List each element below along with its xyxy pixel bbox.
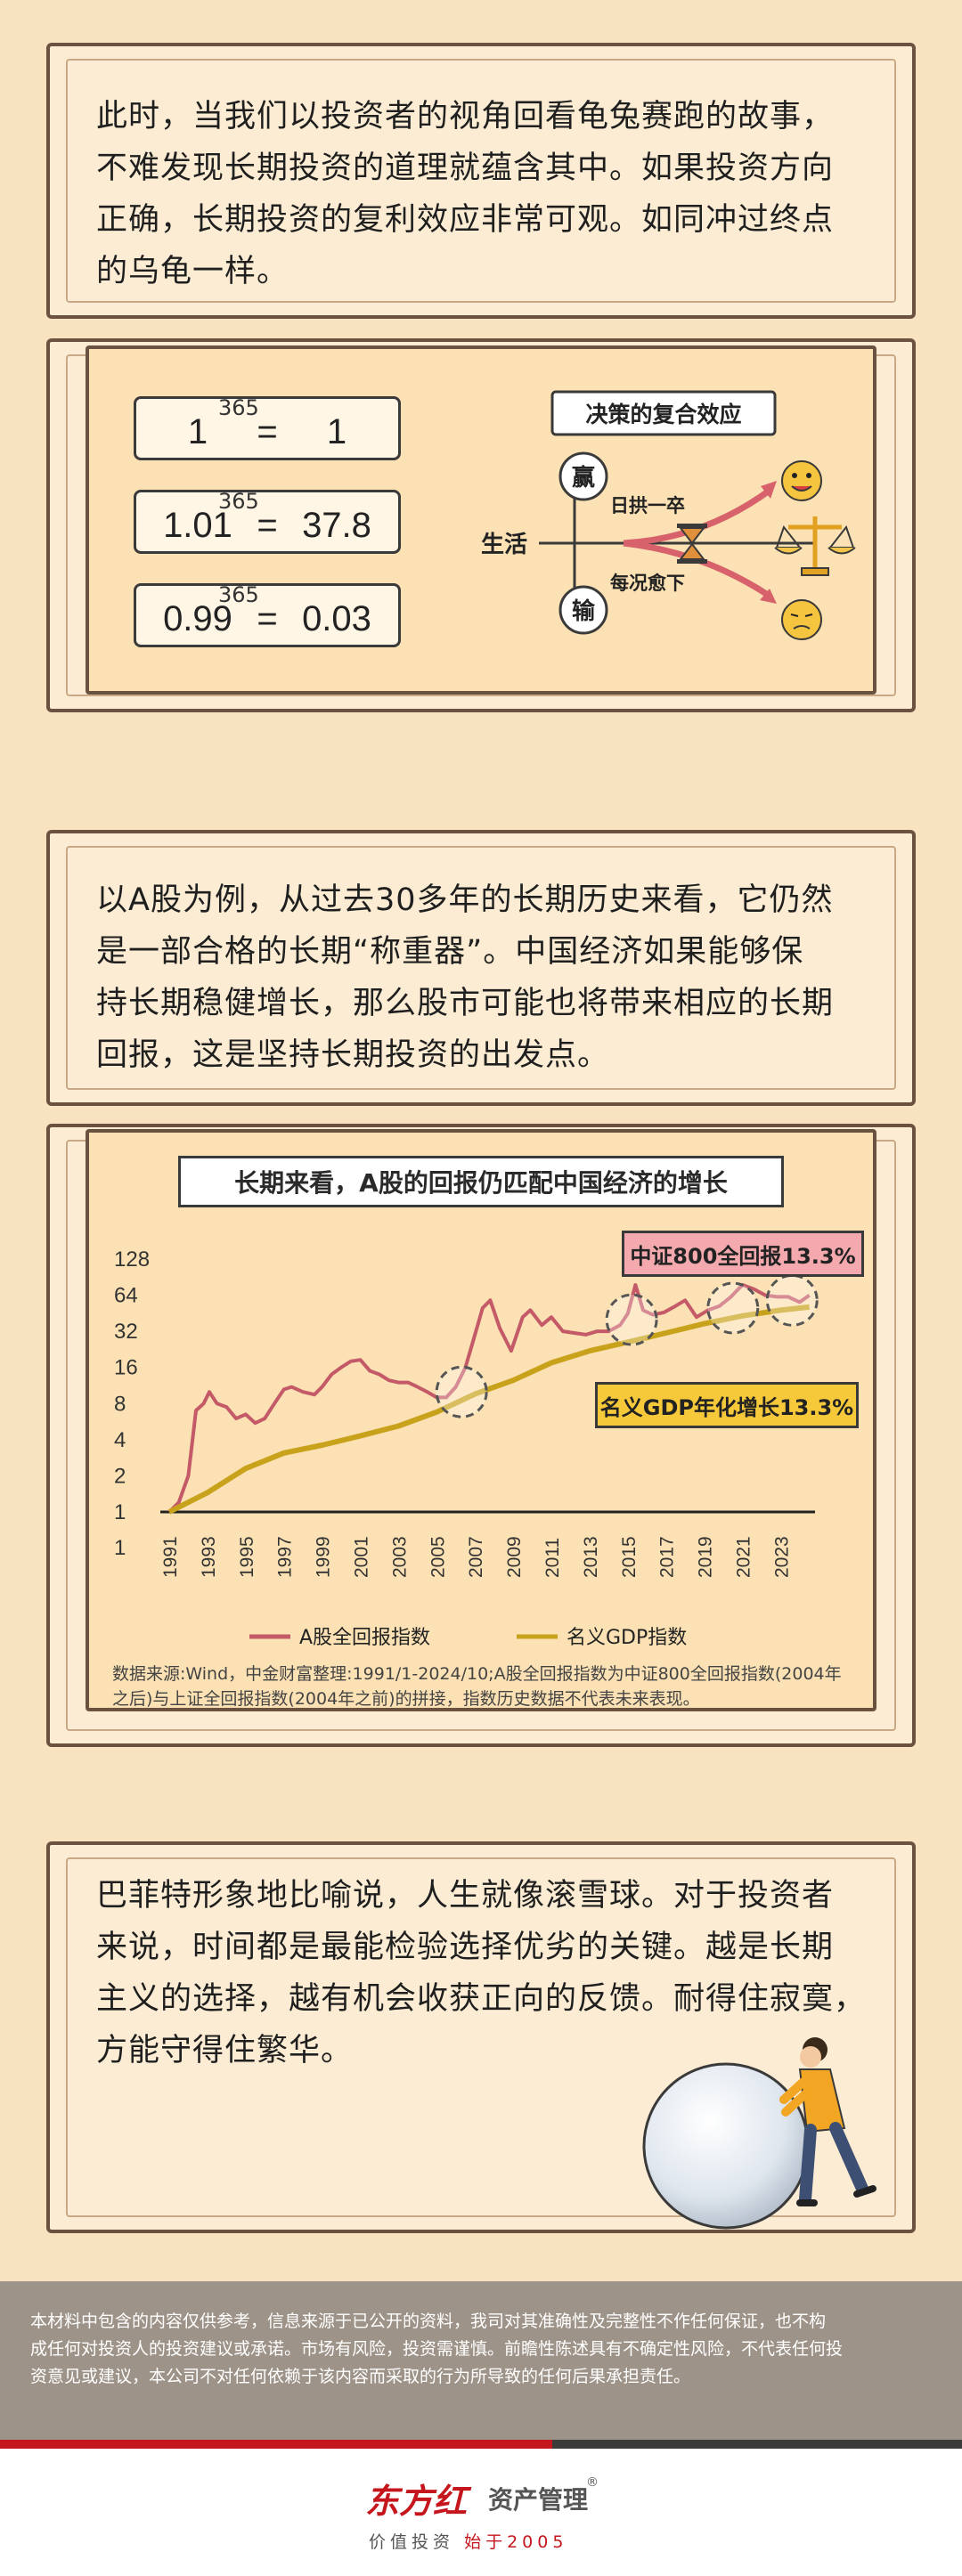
formula-result: 37.8 xyxy=(302,506,371,545)
section2-line: 是一部合格的长期“称重器”。中国经济如果能够保 xyxy=(96,934,804,970)
highlight-circle xyxy=(706,1281,760,1335)
slogan-part-a: 价值投资 xyxy=(369,2532,455,2552)
x-tick-label: 1993 xyxy=(199,1536,219,1578)
legend-label: A股全回报指数 xyxy=(299,1627,430,1649)
x-tick-label: 2015 xyxy=(619,1536,640,1578)
y-tick-label: 64 xyxy=(114,1284,138,1308)
formula-base: 1 xyxy=(187,412,208,451)
chart-title: 长期来看，A股的回报仍匹配中国经济的增长 xyxy=(178,1156,784,1207)
y-tick-label: 32 xyxy=(114,1320,138,1344)
section1-line: 不难发现长期投资的道理就蕴含其中。如果投资方向 xyxy=(96,150,835,186)
decision-title: 决策的复合效应 xyxy=(585,402,741,427)
slogan-part-b: 始于2005 xyxy=(464,2532,568,2552)
y-tick-label: 128 xyxy=(114,1247,150,1272)
section3-paragraph: 巴菲特形象地比喻说，人生就像滚雪球。对于投资者 来说，时间都是最能检验选择优劣的… xyxy=(96,1870,866,2076)
formula-base: 1.01 xyxy=(163,506,232,545)
win-label: 赢 xyxy=(572,464,595,492)
chart-source-note: 数据来源:Wind，中金财富整理:1991/1-2024/10;A股全回报指数为… xyxy=(112,1662,878,1711)
section1-line: 此时，当我们以投资者的视角回看龟兔赛跑的故事， xyxy=(96,99,835,134)
formula-2: 365 1.01 = 37.8 xyxy=(134,489,401,554)
formula-3: 365 0.99 = 0.03 xyxy=(134,582,401,647)
y-tick-label: 1 xyxy=(114,1500,126,1524)
disclaimer-line: 本材料中包含的内容仅供参考，信息来源于已公开的资料，我司对其准确性及完整性不作任… xyxy=(30,2312,827,2331)
person-pushing-snowball-icon xyxy=(642,2037,876,2230)
x-tick-label: 2009 xyxy=(504,1536,525,1578)
x-tick-label: 2007 xyxy=(466,1536,486,1578)
x-tick-label: 2013 xyxy=(581,1536,601,1578)
note-line: 数据来源:Wind，中金财富整理:1991/1-2024/10;A股全回报指数为… xyxy=(112,1664,842,1684)
footer-red-bar xyxy=(0,2440,552,2449)
highlight-circle xyxy=(765,1273,819,1327)
hourglass-icon xyxy=(677,524,707,564)
y-tick-label: 8 xyxy=(114,1392,126,1416)
disclaimer: 本材料中包含的内容仅供参考，信息来源于已公开的资料，我司对其准确性及完整性不作任… xyxy=(0,2281,962,2440)
up-label: 日拱一卒 xyxy=(610,495,685,516)
registered-mark: ® xyxy=(586,2475,599,2490)
section1-line: 正确，长期投资的复利效应非常可观。如同冲过终点 xyxy=(96,202,835,238)
x-tick-label: 2019 xyxy=(696,1536,716,1578)
section2-line: 回报，这是坚持长期投资的出发点。 xyxy=(96,1037,610,1073)
section2-line: 持长期稳健增长，那么股市可能也将带来相应的长期 xyxy=(96,986,835,1021)
x-tick-label: 1997 xyxy=(275,1536,296,1578)
x-tick-label: 2003 xyxy=(389,1536,410,1578)
x-tick-label: 2023 xyxy=(771,1536,792,1578)
brand-slogan: 价值投资 始于2005 xyxy=(369,2529,567,2553)
section2-line: 以A股为例，从过去30多年的长期历史来看，它仍然 xyxy=(96,882,834,918)
down-label: 每况愈下 xyxy=(610,573,685,594)
formula-sign: = xyxy=(257,506,278,545)
section3-line: 来说，时间都是最能检验选择优劣的关键。越是长期 xyxy=(96,1930,835,1965)
y-tick-label: 16 xyxy=(114,1356,138,1380)
happy-face-icon xyxy=(781,460,822,501)
formula-result: 1 xyxy=(326,412,347,451)
section3-line: 巴菲特形象地比喻说，人生就像滚雪球。对于投资者 xyxy=(96,1878,835,1914)
decision-diagram: 决策的复合效应 生活 赢 输 日拱一卒 每况愈下 xyxy=(481,390,856,640)
formula-result: 0.03 xyxy=(302,599,371,638)
section1-line: 的乌龟一样。 xyxy=(96,254,289,289)
gdp-index-line xyxy=(167,1304,810,1515)
formula-exponent: 365 xyxy=(218,489,259,514)
disclaimer-line: 资意见或建议，本公司不对任何依赖于该内容而采取的行为所导致的任何后果承担责任。 xyxy=(30,2367,691,2386)
balance-scale-icon xyxy=(774,516,856,576)
section3-line: 主义的选择，越有机会收获正向的反馈。耐得住寂寞， xyxy=(96,1981,867,2017)
section3-line: 方能守得住繁华。 xyxy=(96,2033,354,2068)
note-line: 之后)与上证全回报指数(2004年之前)的拼接，指数历史数据不代表未来表现。 xyxy=(112,1689,700,1709)
x-tick-label: 2005 xyxy=(428,1536,448,1578)
stock-index-line xyxy=(167,1283,811,1514)
x-tick-label: 1995 xyxy=(237,1536,257,1578)
x-tick-label: 2011 xyxy=(542,1538,563,1578)
formula-sign: = xyxy=(257,412,278,451)
brand-logo-gray: 资产管理 xyxy=(488,2485,589,2515)
x-tick-label: 2017 xyxy=(657,1536,678,1578)
disclaimer-line: 成任何对投资人的投资建议或承诺。市场有风险，投资需谨慎。前瞻性陈述具有不确定性风… xyxy=(30,2339,844,2359)
formula-sign: = xyxy=(257,599,278,638)
footer xyxy=(0,2449,962,2576)
section1-paragraph: 此时，当我们以投资者的视角回看龟兔赛跑的故事， 不难发现长期投资的道理就蕴含其中… xyxy=(96,91,834,297)
sad-face-icon xyxy=(781,599,822,640)
x-tick-label: 1991 xyxy=(160,1536,181,1578)
x-tick-label: 2021 xyxy=(733,1536,754,1578)
brand-logo-red: 东方红 xyxy=(365,2481,468,2521)
life-label: 生活 xyxy=(481,532,527,558)
highlight-circle xyxy=(435,1365,488,1418)
section2-paragraph: 以A股为例，从过去30多年的长期历史来看，它仍然 是一部合格的长期“称重器”。中… xyxy=(96,874,834,1081)
formula-1: 365 1 = 1 xyxy=(134,395,401,460)
y-tick-label: 1 xyxy=(114,1536,126,1560)
formula-exponent: 365 xyxy=(218,582,259,607)
x-tick-label: 1999 xyxy=(314,1536,334,1578)
footer-dark-bar xyxy=(552,2440,962,2449)
y-tick-label: 4 xyxy=(114,1428,126,1452)
x-tick-label: 2001 xyxy=(351,1536,371,1578)
formula-base: 0.99 xyxy=(163,599,232,638)
legend-label: 名义GDP指数 xyxy=(567,1627,687,1649)
y-tick-label: 2 xyxy=(114,1464,126,1488)
csi800-tag: 中证800全回报13.3% xyxy=(622,1231,864,1277)
highlight-circle xyxy=(605,1293,658,1346)
formula-exponent: 365 xyxy=(218,395,259,420)
chart-plot: 128 64 32 16 8 4 2 1 1 1991 1993 1995 1997 1999 2001 20… xyxy=(114,1247,819,1649)
lose-label: 输 xyxy=(572,597,596,625)
gdp-tag: 名义GDP年化增长13.3% xyxy=(595,1382,859,1428)
text-card-2 xyxy=(46,830,916,1106)
